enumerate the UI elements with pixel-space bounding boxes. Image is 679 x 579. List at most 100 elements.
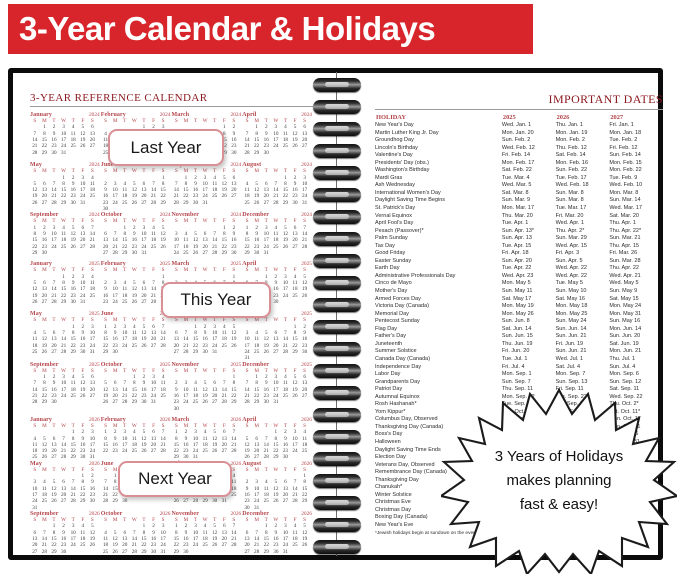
holiday-date: Mon. Jan. 20: [501, 129, 534, 136]
mini-month-header: April 2024: [242, 112, 312, 118]
page-title: 3-Year Calendar & Holidays: [19, 10, 436, 47]
holiday-date: Wed. Sep. 22: [609, 393, 643, 400]
mini-month-name: April: [242, 261, 257, 268]
table-row: Mother's Day Sun. May 11 Sun. May 10 Sun. M…: [375, 288, 663, 296]
mini-month-name: February: [100, 261, 126, 268]
spiral-coil: [313, 78, 361, 92]
holiday-name: Winter Solstice: [375, 491, 412, 498]
holiday-date: Sun. Jun. 20: [609, 333, 641, 340]
holiday-date: Thu. Apr. 22*: [609, 227, 642, 234]
holiday-date: Sun. Apr. 20: [501, 257, 532, 264]
holiday-date: Fri. Apr. 18: [501, 250, 529, 257]
mini-month-november: November 2025 S M T W T F S 1 2 3 4 5 6 7 8 9 10 11 12 13 14 1…: [172, 362, 242, 412]
holiday-date: Sat. May 17: [501, 295, 532, 302]
table-row: Ash Wednesday Wed. Mar. 5 Wed. Feb. 18 Wed.…: [375, 182, 663, 190]
mini-month-name: December: [242, 510, 270, 517]
holiday-date: Sun. May 9: [609, 288, 638, 295]
holiday-name: Remembrance Day (Canada): [375, 469, 447, 476]
holiday-name: Columbus Day, Observed: [375, 416, 438, 423]
mini-month-header: October 2026: [101, 511, 171, 517]
holiday-date: Fri. Mar. 20: [555, 212, 584, 219]
holiday-name: Autumnal Equinox: [375, 393, 420, 400]
mini-month-name: April: [242, 416, 257, 423]
holidays-col-2025: 2025: [502, 114, 516, 121]
table-row: New Year's Day Wed. Jan. 1 Thu. Jan. 1 Fri.…: [375, 122, 663, 130]
table-row: Lincoln's Birthday Wed. Feb. 12 Thu. Feb. …: [375, 145, 663, 153]
mini-month-year: 2025: [230, 361, 242, 368]
mini-month-april: April 2024 S M T W T F S 1 2 3 4 5 6 7 8 9 10 11 12 13 14 15 16…: [242, 112, 312, 162]
holiday-name: Valentine's Day: [375, 152, 413, 159]
holiday-date: Fri. Jun. 20: [501, 348, 530, 355]
mini-month-august: August 2024 S M T W T F S 1 2 3 4 5 6 7 8 9 10 11 12 13 14 15 1…: [242, 162, 312, 212]
mini-month-name: June: [100, 162, 114, 169]
mini-month-name: October: [100, 212, 123, 219]
mini-month-header: September 2024: [30, 212, 100, 218]
mini-month-year: 2026: [230, 510, 242, 517]
mini-month-year: 2024: [301, 112, 312, 118]
mini-month-year: 2026: [88, 416, 100, 423]
mini-month-name: November: [171, 361, 199, 368]
holiday-date: Mon. May 24: [609, 303, 642, 310]
mini-month-header: May 2026: [30, 461, 100, 467]
holiday-date: Sun. Feb. 2: [501, 137, 531, 144]
spiral-coil: [313, 122, 361, 136]
holiday-date: Thu. Oct. 2*: [609, 401, 639, 408]
starburst-line-1: 3 Years of Holidays: [494, 448, 624, 465]
important-dates-heading: IMPORTANT DATES: [375, 92, 663, 110]
holiday-name: Halloween: [375, 438, 401, 445]
holiday-date: Thu. Jun. 19: [501, 340, 533, 347]
holiday-date: Mon. Sep. 22: [501, 393, 535, 400]
reference-calendar-panel: 3-YEAR REFERENCE CALENDAR January 2024 S M T…: [30, 92, 313, 555]
mini-month-year: 2024: [88, 212, 100, 219]
mini-month-year: 2026: [159, 510, 171, 517]
holiday-date: Sun. Sep. 13: [555, 378, 588, 385]
holiday-date: Thu. Jul. 1: [609, 355, 636, 362]
callout-last-year: Last Year: [108, 129, 226, 168]
mini-month-header: December 2025: [242, 362, 312, 368]
spiral-coil: [313, 320, 361, 334]
holiday-date: Thu. Mar. 20: [501, 212, 533, 219]
calendar-month-row: September 2024 S M T W T F S 1 2 3 4 5 6 7 8 9 10 11 12 13 14 1…: [30, 212, 313, 256]
holiday-date: Mon. May 5: [501, 280, 531, 287]
table-row: Presidents' Day (obs.) Mon. Feb. 17 Mon. F…: [375, 160, 663, 168]
mini-month-august: August 2026 S M T W T F S 1 2 3 4 5 6 7 8 9 10 11 12 13 14 15 1…: [242, 461, 312, 511]
holiday-name: Tax Day: [375, 242, 395, 249]
mini-month-may: May 2024 S M T W T F S 1 2 3 4 5 6 7 8 9 10 11 12 13 14 15 16 17…: [30, 162, 100, 212]
spiral-coil: [313, 342, 361, 356]
holiday-date: Thu. Apr. 1: [609, 220, 636, 227]
holiday-date: Wed. Apr. 15: [555, 242, 587, 249]
table-row: Rosh Hashanah* Tue. Sep. 23* Sat. Sep. 12*…: [375, 401, 663, 409]
table-row: Victoria Day (Canada) Mon. May 19 Mon. May…: [375, 303, 663, 311]
holiday-name: New Year's Eve: [375, 521, 414, 528]
holiday-date: Mon. May 25: [555, 310, 588, 317]
mini-month-name: September: [30, 212, 59, 219]
holiday-name: Mother's Day: [375, 288, 408, 295]
mini-month-header: September 2026: [30, 511, 100, 517]
holiday-date: Tue. Mar. 17: [555, 205, 587, 212]
mini-month-name: May: [30, 460, 42, 467]
holiday-name: St. Patrick's Day: [375, 205, 416, 212]
table-row: Pentecost Sunday Sun. Jun. 8 Sun. May 24 Su…: [375, 318, 663, 326]
holiday-date: Tue. Mar. 4: [501, 174, 530, 181]
table-row: Vernal Equinox Thu. Mar. 20 Fri. Mar. 20 Sa…: [375, 213, 663, 221]
spiral-coil: [313, 452, 361, 466]
holiday-date: Thu. Oct. 2*: [501, 408, 532, 415]
holiday-name: Grandparents Day: [375, 378, 420, 385]
table-row: April Fool's Day Tue. Apr. 1 Wed. Apr. 1 Th…: [375, 220, 663, 228]
holiday-date: Sun. May 16: [609, 318, 641, 325]
